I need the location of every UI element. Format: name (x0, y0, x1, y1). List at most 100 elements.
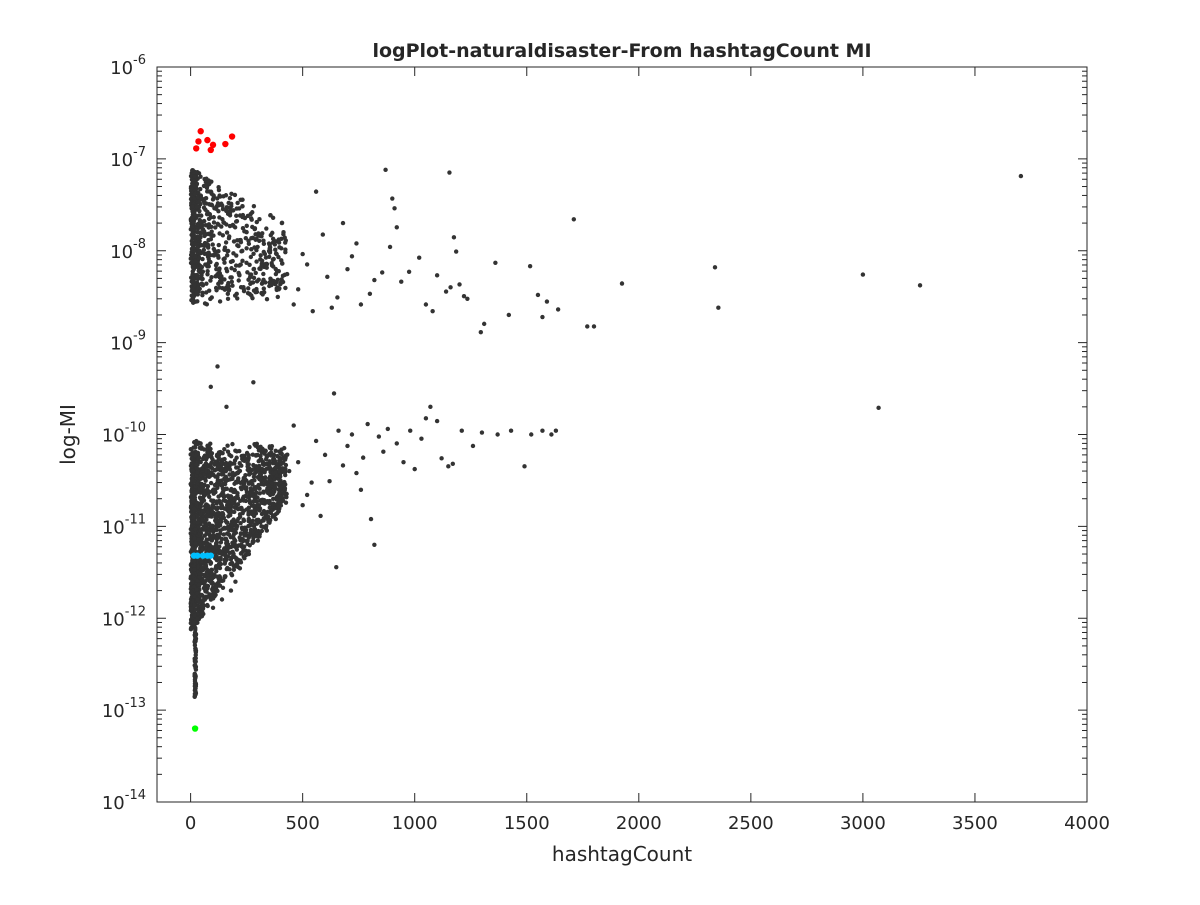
scatter-point (254, 534, 260, 539)
scatter-point (283, 285, 288, 291)
scatter-point (233, 579, 238, 584)
scatter-point (240, 204, 245, 209)
scatter-point (259, 263, 264, 269)
scatter-point (222, 447, 227, 452)
scatter-point (225, 291, 231, 297)
scatter-point (443, 289, 449, 294)
scatter-point (540, 428, 545, 433)
scatter-point (278, 474, 283, 479)
scatter-point (222, 546, 227, 552)
highlight-point (199, 552, 207, 559)
scatter-point (234, 556, 239, 561)
scatter-point (227, 195, 233, 201)
scatter-point (229, 266, 234, 271)
scatter-point (190, 203, 195, 209)
scatter-point (276, 480, 282, 486)
scatter-point (210, 502, 215, 508)
scatter-point (217, 266, 222, 271)
scatter-point (195, 229, 200, 235)
scatter-point (189, 238, 194, 244)
scatter-point (263, 467, 268, 472)
scatter-point (251, 203, 257, 209)
y-tick-label: 10-8 (110, 237, 146, 263)
scatter-point (217, 565, 223, 571)
scatter-point (192, 536, 197, 541)
scatter-point (406, 269, 412, 275)
scatter-point (264, 265, 269, 270)
scatter-point (236, 278, 241, 283)
scatter-point (205, 272, 210, 277)
scatter-point (201, 247, 207, 253)
scatter-point (194, 462, 199, 467)
scatter-point (192, 683, 198, 689)
scatter-point (200, 517, 205, 522)
scatter-point (270, 514, 275, 519)
scatter-point (368, 516, 374, 522)
scatter-point (191, 220, 196, 226)
scatter-point (273, 448, 278, 453)
scatter-point (277, 490, 282, 496)
scatter-point (236, 476, 241, 481)
scatter-point (253, 453, 259, 458)
scatter-point (264, 261, 269, 267)
scatter-point (190, 621, 196, 626)
scatter-point (218, 531, 223, 536)
scatter-point (280, 466, 285, 471)
scatter-point (203, 461, 209, 466)
scatter-point (192, 191, 198, 197)
scatter-point (221, 194, 226, 199)
scatter-point (235, 490, 240, 496)
scatter-point (192, 264, 197, 269)
scatter-point (189, 539, 194, 544)
scatter-point (360, 455, 366, 460)
scatter-point (358, 302, 364, 307)
scatter-point (450, 461, 456, 466)
scatter-point (193, 646, 198, 652)
scatter-point (257, 471, 263, 477)
scatter-point (189, 224, 195, 229)
scatter-point (189, 216, 195, 221)
scatter-point (329, 305, 334, 310)
scatter-point (204, 513, 209, 518)
scatter-point (860, 272, 866, 277)
scatter-point (423, 302, 429, 307)
y-tick-label: 10-14 (102, 788, 146, 814)
scatter-point (446, 464, 451, 469)
highlight-point (195, 138, 202, 145)
scatter-point (194, 204, 200, 210)
scatter-point (223, 240, 229, 245)
scatter-point (224, 486, 230, 491)
scatter-point (230, 470, 236, 476)
scatter-point (227, 496, 233, 502)
scatter-point (276, 468, 281, 474)
scatter-point (238, 520, 243, 526)
scatter-point (189, 606, 194, 611)
scatter-point (232, 192, 238, 198)
scatter-point (430, 308, 435, 314)
scatter-point (192, 679, 198, 684)
scatter-point (189, 464, 195, 469)
scatter-point (253, 237, 258, 242)
scatter-point (535, 292, 541, 298)
scatter-point (284, 271, 290, 277)
scatter-point (199, 281, 205, 287)
scatter-point (204, 542, 209, 548)
scatter-point (203, 579, 208, 584)
scatter-point (549, 432, 554, 437)
scatter-point (481, 321, 487, 327)
scatter-point (246, 241, 252, 247)
scatter-point (241, 538, 246, 544)
scatter-point (220, 233, 226, 238)
scatter-point (229, 275, 234, 280)
scatter-point (206, 288, 212, 293)
scatter-point (230, 258, 235, 264)
scatter-point (189, 456, 194, 461)
scatter-point (334, 564, 339, 570)
scatter-point (336, 428, 341, 433)
scatter-point (258, 453, 263, 459)
scatter-point (226, 248, 231, 254)
scatter-point (275, 294, 280, 300)
scatter-point (207, 568, 212, 574)
scatter-point (266, 483, 271, 488)
scatter-point (191, 514, 196, 520)
